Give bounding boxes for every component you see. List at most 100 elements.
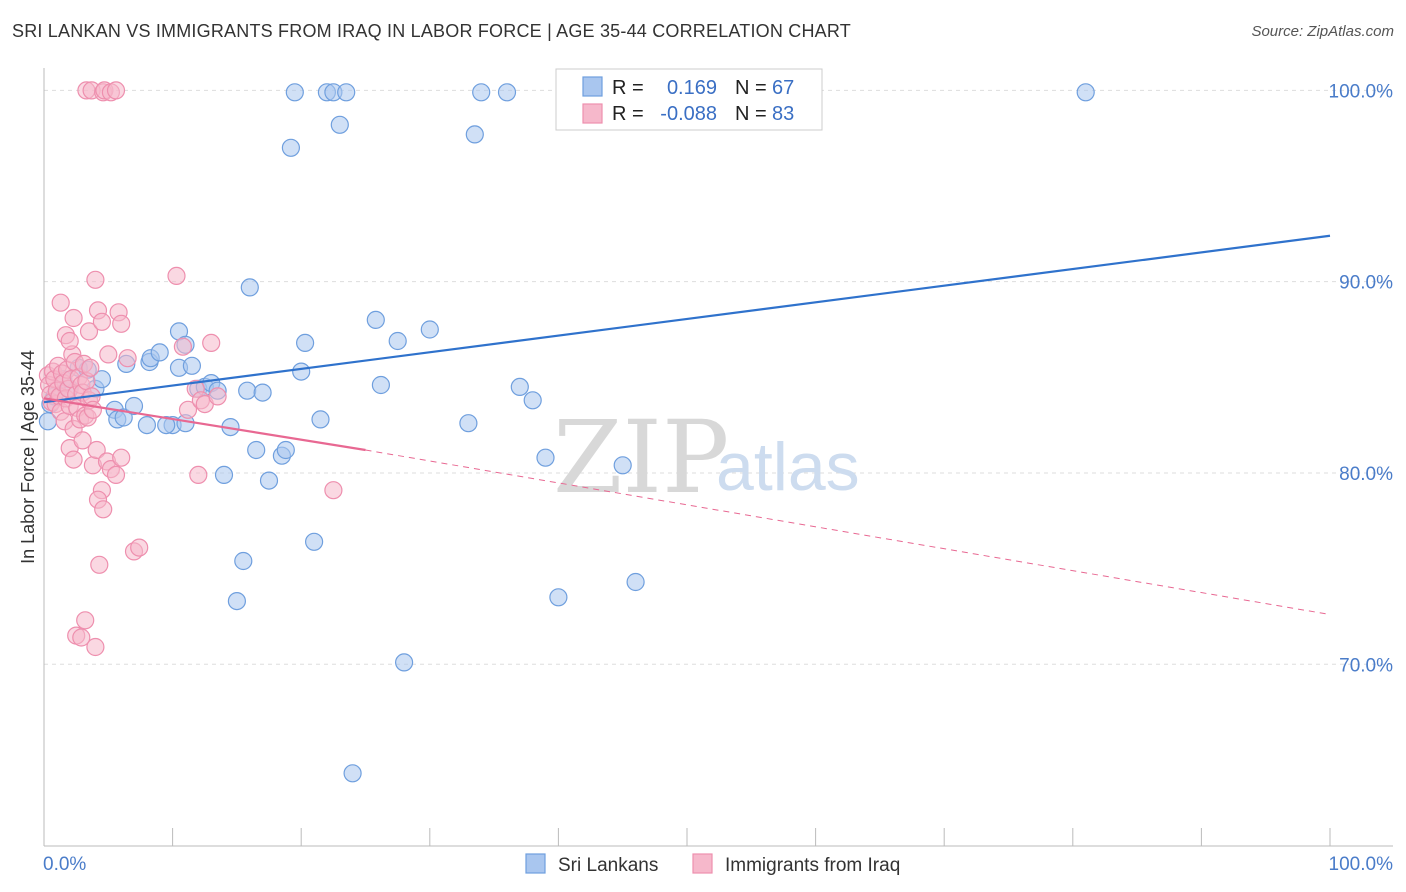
sri-lankans-point [305, 532, 324, 551]
iraq-point [72, 628, 91, 647]
x-tick-label: 100.0% [1329, 854, 1394, 875]
iraq-point [90, 555, 109, 574]
y-tick-label: 70.0% [1339, 655, 1393, 676]
iraq-point [73, 431, 92, 450]
sri-lankans-point [510, 377, 529, 396]
iraq-point [79, 322, 99, 341]
sri-lankans-point [497, 83, 517, 102]
iraq-point [178, 400, 198, 419]
sri-lankans-point [420, 320, 439, 339]
iraq-point [76, 611, 95, 630]
legend-bottom-label-1: Sri Lankans [558, 855, 658, 876]
legend-n-label-2: N = [735, 103, 767, 125]
iraq-point [94, 500, 113, 519]
iraq-point [130, 538, 149, 557]
sri-lankans-point [472, 83, 491, 102]
watermark: ZIP atlas [553, 399, 860, 516]
y-tick-label: 90.0% [1339, 273, 1393, 294]
iraq-point [83, 400, 103, 419]
trend-layer [43, 234, 1331, 616]
iraq-point [208, 387, 227, 406]
legend-r-value-2: -0.088 [660, 103, 717, 125]
sri-lankans-point [238, 381, 257, 400]
chart-title: SRI LANKAN VS IMMIGRANTS FROM IRAQ IN LA… [12, 21, 851, 41]
sri-lankans-point [388, 331, 407, 351]
iraq-point [189, 465, 208, 484]
legend-bottom-label-2: Immigrants from Iraq [725, 855, 900, 876]
legend-swatch-pink [582, 103, 603, 124]
iraq-point [86, 637, 105, 657]
iraq-point [51, 293, 70, 312]
legend-r-value-1: 0.169 [667, 77, 717, 99]
sri-lankans-point [259, 471, 279, 490]
axes-layer [43, 68, 1393, 847]
sri-lankans-point [292, 362, 311, 381]
iraq-point [202, 333, 221, 352]
trend-line-iraq-solid [43, 397, 366, 452]
sri-lankans-point [536, 448, 555, 467]
iraq-point [167, 266, 186, 285]
iraq-point [324, 481, 343, 500]
sri-lankans-point [214, 465, 234, 484]
watermark-zip: ZIP [553, 399, 729, 516]
sri-lankans-point [285, 83, 304, 102]
legend-n-value-2: 83 [772, 103, 794, 125]
iraq-point [106, 465, 126, 484]
legend-bottom-swatch-blue [525, 853, 546, 874]
sri-lankans-point [227, 591, 246, 611]
sri-lankans-point [330, 115, 349, 134]
legend-bottom: Sri Lankans Immigrants from Iraq [525, 853, 900, 876]
iraq-point [87, 440, 106, 460]
sri-lankans-point [366, 310, 385, 329]
sri-lankans-point [523, 391, 542, 410]
sri-lankans-point [247, 440, 266, 460]
legend-swatch-blue [582, 76, 603, 97]
iraq-point [112, 314, 131, 333]
sri-lankans-point [157, 416, 176, 435]
sri-lankans-point [337, 83, 356, 102]
sri-lankans-point [395, 653, 414, 672]
sri-lankans-point [459, 414, 478, 433]
sri-lankans-point [124, 396, 144, 416]
trend-line-sri-lankans [43, 234, 1331, 404]
sri-lankans-point [311, 410, 330, 429]
watermark-atlas: atlas [716, 429, 860, 505]
sri-lankans-point [137, 416, 156, 435]
y-tick-label: 100.0% [1329, 81, 1394, 102]
sri-lankans-point [465, 125, 484, 144]
y-tick-label: 80.0% [1339, 464, 1393, 485]
ticks-layer: 70.0% 80.0% 90.0% 100.0% 0.0% 100.0% [43, 81, 1393, 875]
sri-lankans-point [240, 278, 259, 297]
iraq-point [86, 270, 105, 289]
sri-lankans-point [371, 375, 390, 395]
sri-lankans-point [613, 456, 632, 475]
sri-lankans-point [296, 333, 315, 352]
sri-lankans-point [253, 383, 272, 402]
iraq-point [92, 312, 112, 331]
sri-lankans-point [1076, 83, 1095, 102]
legend-top: R = 0.169 N = 67 R = -0.088 N = 83 [555, 68, 823, 131]
legend-n-value-1: 67 [772, 77, 794, 99]
sri-lankans-point [343, 764, 362, 783]
chart-source: Source: ZipAtlas.com [1251, 23, 1394, 40]
sri-lankans-point [626, 572, 645, 592]
grid-layer [44, 89, 1393, 665]
legend-r-label-1: R = [612, 77, 644, 99]
y-axis-title: In Labor Force | Age 35-44 [18, 350, 38, 564]
sri-lankans-point [281, 138, 300, 157]
iraq-point [112, 448, 131, 467]
iraq-point [81, 358, 100, 377]
sri-lankans-point [549, 588, 568, 607]
x-tick-label: 0.0% [43, 854, 86, 875]
sri-lankans-point [150, 343, 169, 362]
legend-n-label-1: N = [735, 77, 767, 99]
sri-lankans-point [182, 356, 201, 375]
iraq-point [64, 308, 83, 328]
iraq-point [60, 331, 79, 351]
sri-lankans-point [276, 440, 295, 460]
trend-line-iraq-dashed [365, 449, 1331, 616]
iraq-point [118, 349, 137, 368]
iraq-point [106, 81, 126, 100]
sri-lankans-point [114, 408, 133, 427]
